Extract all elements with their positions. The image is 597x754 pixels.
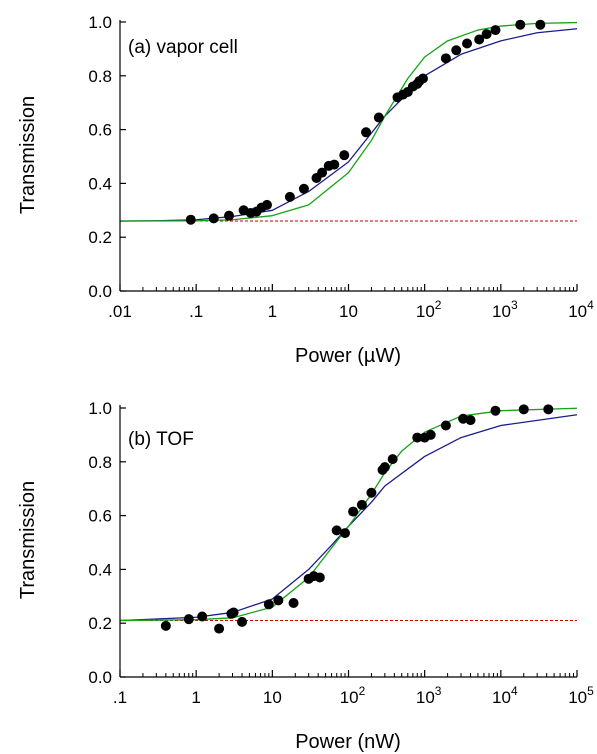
panel-a-y-ticks: 0.0 0.2 0.4 0.6 0.8 1.0 [88, 13, 126, 301]
data-point [273, 595, 284, 606]
panel-b-x-ticks: .1 1 10 102 103 104 105 [113, 670, 594, 707]
data-point [440, 53, 451, 64]
y-tick-label: 0.4 [88, 560, 112, 579]
x-tick-label: 10 [263, 688, 282, 707]
y-tick-label: 1.0 [88, 399, 112, 418]
data-point [183, 614, 194, 625]
panel-b-annotation: (b) TOF [128, 429, 194, 450]
x-tick-label: 103 [416, 684, 442, 707]
y-tick-label: 0.0 [88, 668, 112, 687]
data-point [412, 432, 423, 443]
y-tick-label: 0.2 [88, 228, 112, 247]
panel-a-annotation: (a) vapor cell [128, 37, 238, 58]
panel-b-x-axis-title: Power (nW) [295, 731, 401, 753]
data-point [329, 159, 340, 170]
data-point [474, 34, 485, 45]
x-tick-label: .01 [108, 302, 132, 321]
data-point [417, 73, 428, 84]
data-point [348, 506, 359, 517]
data-point [356, 499, 367, 510]
data-point [490, 405, 501, 416]
y-tick-label: 0.8 [88, 67, 112, 86]
panel-b-points [160, 404, 554, 634]
data-point [515, 19, 526, 30]
x-tick-label: 10 [339, 302, 358, 321]
data-point [298, 183, 309, 194]
data-point [465, 415, 476, 426]
data-point [284, 191, 295, 202]
data-point [237, 616, 248, 627]
data-point [228, 607, 239, 618]
data-point [340, 528, 351, 539]
data-point [518, 404, 529, 415]
data-point [543, 404, 554, 415]
data-point [261, 199, 272, 210]
data-point [535, 19, 546, 30]
panel-b-y-axis-title: Transmission [17, 481, 39, 599]
data-point [451, 45, 462, 56]
y-tick-label: 0.0 [88, 282, 112, 301]
data-point [317, 167, 328, 178]
x-tick-label: .1 [189, 302, 203, 321]
y-tick-label: 0.8 [88, 453, 112, 472]
data-point [314, 572, 325, 583]
data-point [214, 623, 225, 634]
panel-b-y-ticks: 0.0 0.2 0.4 0.6 0.8 1.0 [88, 399, 126, 687]
x-tick-label: 1 [191, 688, 200, 707]
data-point [208, 213, 219, 224]
y-tick-label: 0.6 [88, 121, 112, 140]
panel-a-points [185, 19, 546, 225]
y-tick-label: 1.0 [88, 13, 112, 32]
panel-a-x-axis-title: Power (µW) [295, 345, 401, 367]
panel-a-y-axis-title: Transmission [17, 96, 39, 214]
data-point [361, 127, 372, 138]
fit-curve-green [119, 407, 578, 622]
data-point [224, 210, 235, 221]
data-point [366, 487, 377, 498]
data-point [373, 112, 384, 123]
x-tick-label: 105 [568, 684, 594, 707]
panel-a-x-ticks: .01 .1 1 10 102 103 104 [108, 284, 594, 321]
x-tick-label: 102 [416, 298, 442, 321]
y-tick-label: 0.2 [88, 614, 112, 633]
data-point [387, 454, 398, 465]
fit-curve-blue [119, 28, 578, 222]
x-tick-label: .1 [113, 688, 127, 707]
data-point [490, 25, 501, 36]
panel-b: 0.0 0.2 0.4 0.6 0.8 1.0 .1 1 10 102 103 104 105 (b)… [17, 399, 594, 753]
data-point [185, 214, 196, 225]
data-point [263, 599, 274, 610]
data-point [160, 620, 171, 631]
x-tick-label: 102 [340, 684, 366, 707]
data-point [425, 429, 436, 440]
data-point [379, 462, 390, 473]
data-point [458, 413, 469, 424]
x-tick-label: 104 [568, 298, 594, 321]
y-tick-label: 0.4 [88, 174, 112, 193]
data-point [339, 150, 350, 161]
x-tick-label: 103 [492, 298, 518, 321]
data-point [462, 38, 473, 49]
y-tick-label: 0.6 [88, 507, 112, 526]
data-point [197, 611, 208, 622]
data-point [481, 29, 492, 40]
x-tick-label: 104 [492, 684, 518, 707]
x-tick-label: 1 [268, 302, 277, 321]
data-point [288, 598, 299, 609]
data-point [440, 420, 451, 431]
panel-a: 0.0 0.2 0.4 0.6 0.8 1.0 .01 .1 1 10 102 103 104 (a)… [17, 13, 594, 367]
data-point [331, 525, 342, 536]
